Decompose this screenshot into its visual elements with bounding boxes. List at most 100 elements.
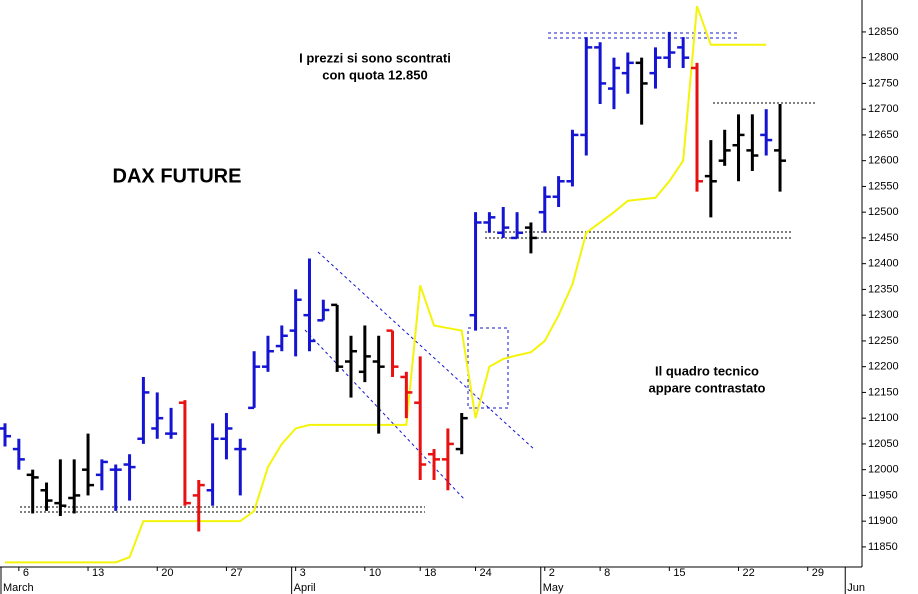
y-tick-label: 12850 <box>868 26 899 38</box>
month-label: March <box>3 582 34 594</box>
ohlc-bar <box>317 299 330 322</box>
x-tick-label: 10 <box>369 567 381 579</box>
ohlc-bar <box>165 407 178 439</box>
ohlc-bar <box>303 258 316 352</box>
ohlc-bar <box>760 109 773 156</box>
ohlc-bar <box>566 129 579 187</box>
x-tick-label: 27 <box>230 567 242 579</box>
ohlc-bar <box>137 376 150 444</box>
ohlc-bar <box>580 37 593 156</box>
ohlc-bar <box>0 423 11 447</box>
ohlc-bar <box>220 413 233 460</box>
channel-line <box>304 329 466 501</box>
ohlc-bar <box>774 104 787 192</box>
indicator-line <box>5 5 767 564</box>
ohlc-bar <box>123 454 136 501</box>
ohlc-bar <box>718 129 731 166</box>
ohlc-bar <box>12 438 25 470</box>
y-tick-label: 11950 <box>868 489 898 501</box>
ohlc-bar <box>649 47 662 89</box>
ohlc-bar <box>414 356 427 480</box>
chart-title: DAX FUTURE <box>113 165 242 187</box>
ohlc-bar <box>109 464 122 511</box>
y-tick-label: 12550 <box>868 180 899 192</box>
ohlc-bar <box>275 325 288 352</box>
y-tick-label: 12250 <box>868 335 899 347</box>
ohlc-bar <box>469 212 482 331</box>
x-tick-label: 20 <box>161 567 173 579</box>
ohlc-bar <box>594 42 607 105</box>
ohlc-bar <box>704 140 717 218</box>
ohlc-bar <box>192 479 205 532</box>
y-tick-label: 12450 <box>868 232 899 244</box>
y-tick-label: 12400 <box>868 258 899 270</box>
channel-line <box>317 251 536 451</box>
y-tick-label: 12800 <box>868 52 899 64</box>
annotation: I prezzi si sono scontrati <box>299 50 451 65</box>
ohlc-bar <box>746 114 759 171</box>
x-tick-label: 24 <box>480 567 492 579</box>
x-tick-label: 3 <box>300 567 306 579</box>
ohlc-bar <box>345 335 357 398</box>
y-tick-label: 12650 <box>868 129 899 141</box>
ohlc-bar <box>400 371 413 419</box>
ohlc-bar <box>524 222 537 254</box>
y-tick-label: 12600 <box>868 155 899 167</box>
y-tick-label: 12200 <box>868 361 899 373</box>
x-tick-label: 13 <box>92 567 104 579</box>
ohlc-bar <box>621 52 634 94</box>
x-tick-label: 2 <box>549 567 555 579</box>
ohlc-bar <box>331 303 344 372</box>
y-tick-label: 11900 <box>868 515 898 527</box>
month-label: Jun <box>847 582 865 594</box>
ohlc-bar <box>234 438 247 496</box>
ohlc-bar <box>26 469 39 514</box>
annotation: appare contrastato <box>648 380 765 395</box>
ohlc-bar <box>511 212 524 240</box>
x-tick-label: 8 <box>604 567 610 579</box>
ohlc-bar <box>635 57 648 125</box>
y-tick-label: 12350 <box>868 283 899 295</box>
ohlc-bar <box>82 433 95 496</box>
x-tick-label: 6 <box>23 567 29 579</box>
ohlc-bar <box>538 186 551 233</box>
y-tick-label: 11850 <box>868 541 898 553</box>
ohlc-bar <box>386 329 399 377</box>
ohlc-bar <box>178 400 191 506</box>
ohlc-bar <box>428 449 441 480</box>
month-label: May <box>543 582 564 594</box>
ohlc-bar <box>151 392 164 439</box>
ohlc-bar <box>483 212 496 233</box>
ohlc-bar <box>607 57 620 110</box>
month-label: April <box>294 582 316 594</box>
ohlc-bar <box>289 289 302 357</box>
y-tick-label: 12050 <box>868 438 899 450</box>
y-tick-label: 12100 <box>868 412 899 424</box>
ohlc-bar <box>455 413 468 455</box>
ohlc-bar <box>68 459 81 514</box>
y-tick-label: 12150 <box>868 386 899 398</box>
ohlc-bar <box>677 37 690 68</box>
annotation: Il quadro tecnico <box>655 363 759 378</box>
ohlc-bar <box>95 459 108 491</box>
y-tick-label: 12750 <box>868 77 899 89</box>
x-tick-label: 29 <box>812 567 824 579</box>
ohlc-bar <box>206 423 219 506</box>
ohlc-bar <box>663 31 676 68</box>
ohlc-bar <box>552 176 565 208</box>
x-tick-label: 18 <box>424 567 436 579</box>
y-tick-label: 12500 <box>868 206 899 218</box>
ohlc-bar <box>497 207 510 238</box>
ohlc-bar <box>372 335 385 434</box>
ohlc-bar <box>40 482 53 511</box>
ohlc-bar <box>691 62 703 192</box>
y-tick-label: 12000 <box>868 464 899 476</box>
ohlc-bar <box>358 325 371 383</box>
ohlc-bar <box>732 114 745 182</box>
ohlc-bar <box>54 459 67 517</box>
ohlc-bar <box>248 351 261 410</box>
x-tick-label: 15 <box>673 567 685 579</box>
y-tick-label: 12700 <box>868 103 899 115</box>
